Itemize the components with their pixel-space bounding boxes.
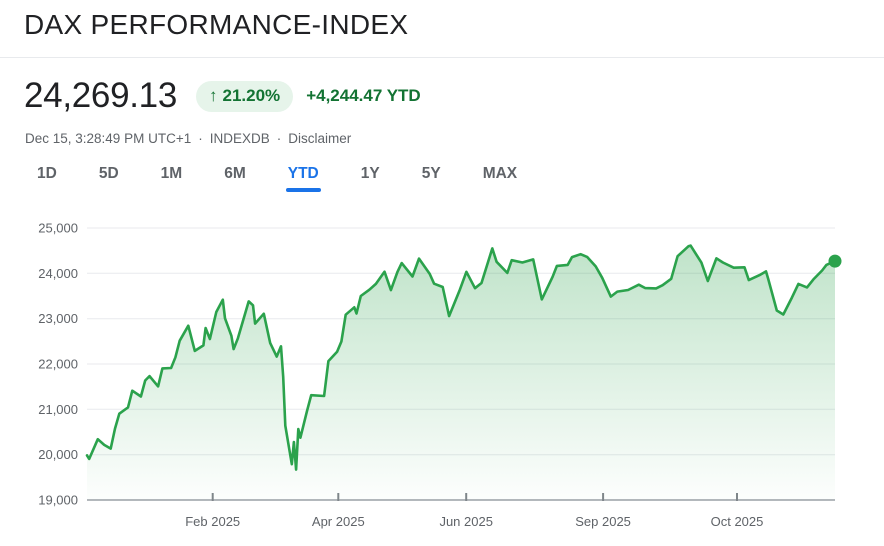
tab-max[interactable]: MAX bbox=[483, 161, 517, 192]
quote-meta: Dec 15, 3:28:49 PM UTC+1 · INDEXDB · Dis… bbox=[25, 131, 351, 146]
tab-6m[interactable]: 6M bbox=[224, 161, 246, 192]
meta-separator: · bbox=[198, 131, 203, 146]
y-axis-label: 23,000 bbox=[38, 311, 78, 326]
tab-1d[interactable]: 1D bbox=[37, 161, 57, 192]
page-title: DAX PERFORMANCE-INDEX bbox=[24, 9, 409, 40]
timestamp: Dec 15, 3:28:49 PM UTC+1 bbox=[25, 131, 192, 146]
change-value-ytd: +4,244.47 YTD bbox=[306, 86, 421, 105]
x-axis-label: Jun 2025 bbox=[439, 514, 493, 529]
price-chart-svg[interactable]: 19,000 20,000 21,000 22,000 23,000 24,000 25,0… bbox=[0, 205, 884, 546]
area-fill bbox=[87, 245, 835, 500]
tab-1m[interactable]: 1M bbox=[161, 161, 183, 192]
range-tabs: 1D 5D 1M 6M YTD 1Y 5Y MAX bbox=[37, 161, 517, 192]
header-divider bbox=[0, 57, 884, 58]
tab-ytd[interactable]: YTD bbox=[285, 161, 321, 192]
x-axis-label: Sep 2025 bbox=[575, 514, 631, 529]
disclaimer-link[interactable]: Disclaimer bbox=[288, 131, 352, 146]
change-percent: 21.20% bbox=[222, 86, 281, 105]
meta-separator: · bbox=[276, 131, 282, 146]
y-axis-label: 20,000 bbox=[38, 447, 78, 462]
y-axis-label: 24,000 bbox=[38, 266, 78, 281]
x-axis-label: Oct 2025 bbox=[711, 514, 764, 529]
y-axis-label: 19,000 bbox=[38, 493, 78, 508]
x-axis-label: Apr 2025 bbox=[312, 514, 365, 529]
y-axis-label: 22,000 bbox=[38, 357, 78, 372]
x-axis-label: Feb 2025 bbox=[185, 514, 240, 529]
chart-line bbox=[85, 244, 837, 471]
data-source: INDEXDB bbox=[209, 131, 270, 146]
quote-row: 24,269.13 ↑ 21.20% +4,244.47 YTD bbox=[24, 76, 421, 116]
y-axis-label: 21,000 bbox=[38, 402, 78, 417]
tab-1y[interactable]: 1Y bbox=[361, 161, 380, 192]
tab-5d[interactable]: 5D bbox=[99, 161, 119, 192]
up-arrow-icon: ↑ bbox=[209, 86, 218, 105]
last-price-dot bbox=[828, 254, 842, 268]
change-percent-badge: ↑ 21.20% bbox=[196, 80, 294, 112]
y-axis-label: 25,000 bbox=[38, 221, 78, 236]
tab-5y[interactable]: 5Y bbox=[422, 161, 441, 192]
current-price: 24,269.13 bbox=[24, 76, 178, 115]
price-chart[interactable]: 19,000 20,000 21,000 22,000 23,000 24,000 25,0… bbox=[0, 205, 884, 546]
